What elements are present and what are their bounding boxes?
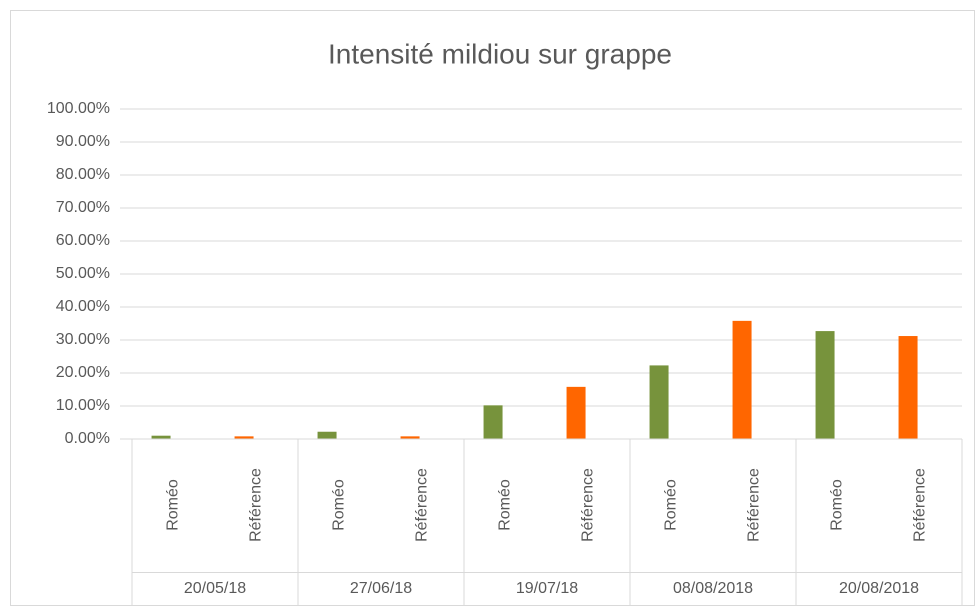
x-tick-label: Référence [414, 468, 431, 542]
x-tick-label: Roméo [829, 479, 846, 531]
x-tick-label: Référence [912, 468, 929, 542]
chart-frame [10, 10, 975, 606]
y-tick-label: 60.00% [56, 232, 110, 249]
y-tick-label: 0.00% [65, 430, 110, 447]
bar [815, 331, 835, 439]
bar [400, 436, 420, 439]
y-tick-label: 80.00% [56, 166, 110, 183]
y-tick-label: 100.00% [47, 100, 110, 117]
y-tick-label: 70.00% [56, 199, 110, 216]
bar [898, 336, 918, 439]
x-tick-label: Roméo [165, 479, 182, 531]
bar [483, 405, 503, 439]
y-tick-label: 90.00% [56, 133, 110, 150]
bar [566, 386, 586, 439]
x-group-label: 20/05/18 [184, 580, 246, 597]
y-tick-label: 30.00% [56, 331, 110, 348]
x-group-label: 19/07/18 [516, 580, 578, 597]
y-tick-label: 10.00% [56, 397, 110, 414]
x-tick-label: Roméo [663, 479, 680, 531]
y-tick-label: 20.00% [56, 364, 110, 381]
y-tick-label: 40.00% [56, 298, 110, 315]
x-tick-label: Roméo [331, 479, 348, 531]
bar [649, 365, 669, 439]
bar [234, 436, 254, 439]
x-tick-label: Référence [248, 468, 265, 542]
x-group-label: 20/08/2018 [839, 580, 919, 597]
x-tick-label: Référence [746, 468, 763, 542]
x-tick-label: Roméo [497, 479, 514, 531]
bar [151, 435, 171, 439]
x-tick-label: Référence [580, 468, 597, 542]
x-group-label: 27/06/18 [350, 580, 412, 597]
x-group-label: 08/08/2018 [673, 580, 753, 597]
bar [732, 320, 752, 439]
bar [317, 431, 337, 439]
chart-title: Intensité mildiou sur grappe [328, 38, 672, 69]
y-tick-label: 50.00% [56, 265, 110, 282]
